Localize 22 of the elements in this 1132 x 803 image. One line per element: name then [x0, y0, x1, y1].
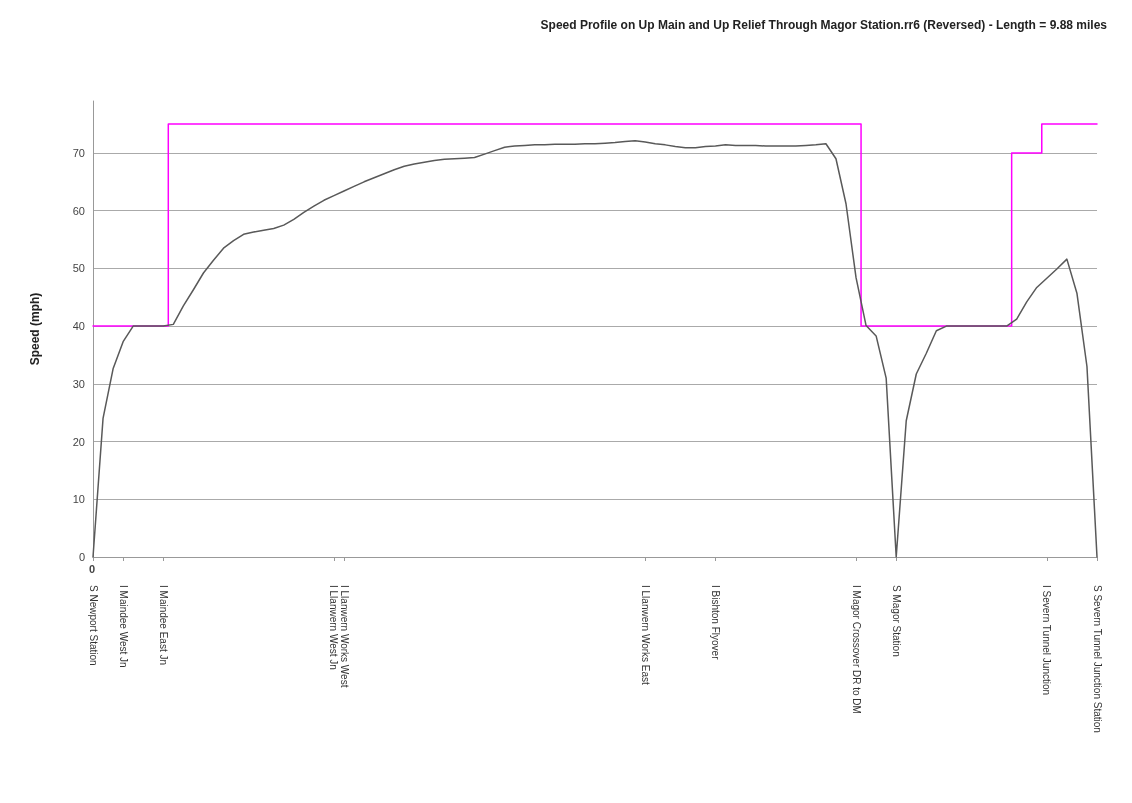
x-tick-label: S Magor Station	[890, 585, 902, 657]
x-tick-label: I Bishton Flyover	[709, 585, 721, 661]
y-tick-label: 30	[72, 377, 85, 390]
x-tick-label: I Magor Crossover DR to DM	[850, 585, 862, 714]
chart-title: Speed Profile on Up Main and Up Relief Through Magor Station.rr6 (Reversed) - Length = 9.88 miles	[540, 18, 1108, 32]
y-tick-label: 60	[72, 204, 85, 217]
x-tick-label: I Llanwern West Jn	[328, 585, 340, 670]
text: 0	[89, 562, 96, 575]
y-tick-label: 10	[72, 493, 85, 506]
y-tick-label: 70	[72, 146, 85, 159]
x-tick-label: S Severn Tunnel Junction Station	[1091, 585, 1103, 733]
x-tick-label: I Severn Tunnel Junction	[1041, 585, 1053, 696]
y-axis-title: Speed (mph)	[28, 292, 42, 366]
y-tick-label: 20	[72, 435, 85, 448]
x-tick-label: I Llanwern Works East	[639, 585, 651, 686]
x-tick-label: I Maindee West Jn	[117, 585, 129, 668]
x-tick-label: I Maindee East Jn	[157, 585, 169, 666]
x-tick-label: S Newport Station	[87, 585, 99, 666]
y-tick-label: 50	[72, 262, 85, 275]
x-tick-label: I Llanwern Works West	[338, 585, 350, 688]
y-tick-label: 40	[72, 320, 85, 333]
y-tick-label: 0	[78, 551, 85, 563]
